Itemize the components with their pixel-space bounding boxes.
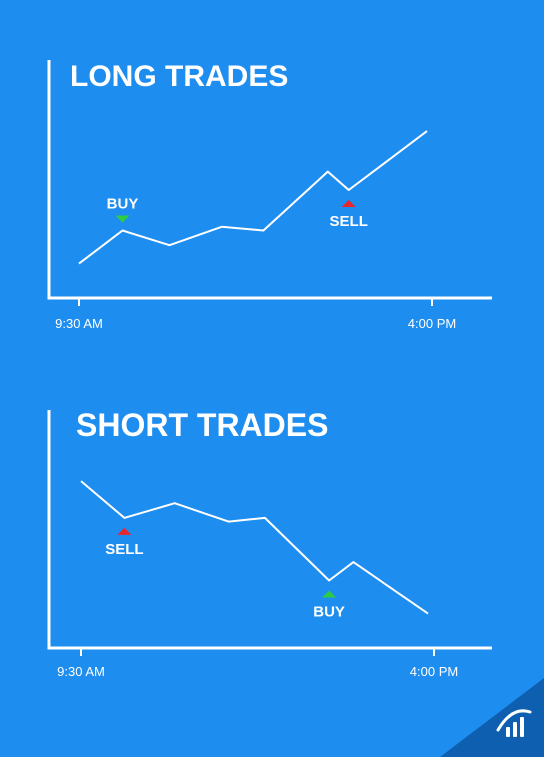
long-trades-chart: LONG TRADES 9:30 AM 4:00 PM BUY SELL bbox=[47, 60, 492, 331]
x-tick-label: 9:30 AM bbox=[55, 316, 103, 331]
buy-marker-icon bbox=[115, 215, 130, 223]
x-tick-label: 4:00 PM bbox=[410, 664, 458, 679]
buy-label: BUY bbox=[313, 603, 345, 620]
sell-label: SELL bbox=[105, 541, 143, 558]
chart-title: SHORT TRADES bbox=[76, 407, 328, 443]
sell-marker-icon bbox=[117, 527, 132, 535]
price-line bbox=[78, 130, 428, 265]
chart-title: LONG TRADES bbox=[70, 60, 288, 93]
sell-label: SELL bbox=[330, 213, 368, 230]
short-trades-chart: SHORT TRADES 9:30 AM 4:00 PM SELL BUY bbox=[47, 407, 492, 679]
buy-label: BUY bbox=[107, 195, 139, 212]
corner-logo bbox=[440, 678, 544, 757]
buy-marker-icon bbox=[322, 590, 337, 598]
x-tick-label: 4:00 PM bbox=[408, 316, 456, 331]
bar-chart-logo-icon bbox=[496, 709, 532, 737]
x-tick-label: 9:30 AM bbox=[57, 664, 105, 679]
price-line bbox=[80, 480, 429, 615]
corner-triangle bbox=[440, 678, 544, 757]
sell-marker-icon bbox=[341, 200, 356, 207]
